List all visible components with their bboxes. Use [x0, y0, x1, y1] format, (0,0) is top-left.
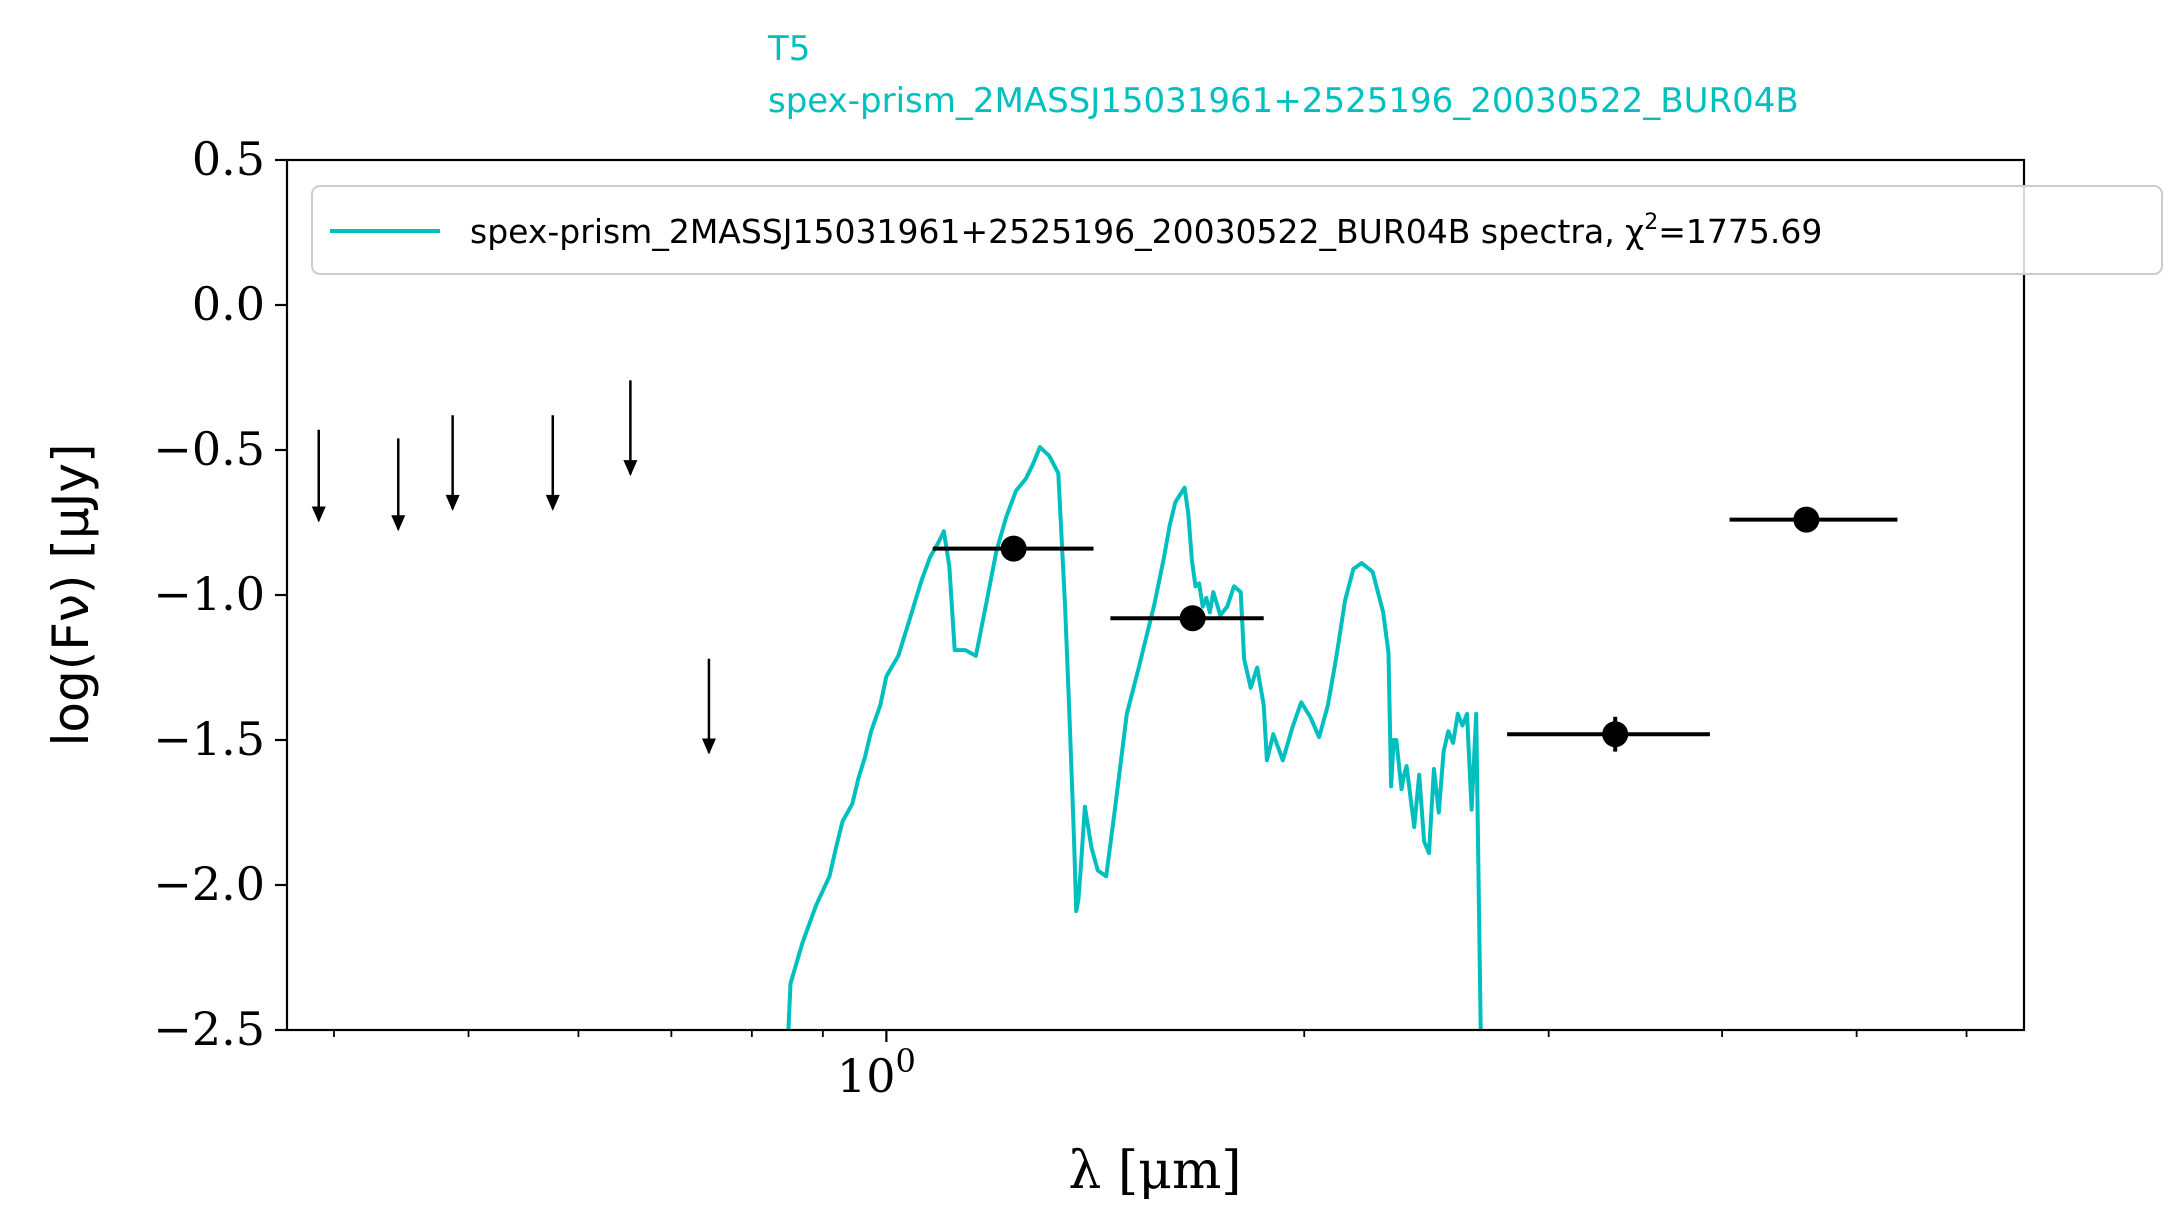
upper-limit-head — [311, 506, 326, 523]
title: T5 spex-prism_2MASSJ15031961+2525196_200… — [767, 29, 1799, 121]
legend: spex-prism_2MASSJ15031961+2525196_200305… — [311, 185, 2163, 275]
upper-limit-head — [623, 460, 638, 477]
spectrum-line-0 — [786, 445, 1483, 1030]
upper-limit-arrow-3 — [545, 415, 560, 511]
upper-limit-arrow-2 — [445, 415, 460, 511]
photometry-point-2 — [1507, 716, 1710, 752]
y-tick-label-4: −1.5 — [153, 712, 265, 766]
x-axis-label: λ [μm] — [1068, 1141, 1241, 1201]
photometry-marker — [1602, 721, 1629, 748]
photometry-marker — [1793, 506, 1820, 533]
photometry-marker — [1179, 605, 1206, 632]
y-tick-label-2: −0.5 — [153, 422, 265, 476]
upper-limit-arrow-0 — [311, 429, 326, 523]
upper-limit-arrow-4 — [623, 380, 638, 477]
upper-limit-arrow-1 — [391, 438, 406, 532]
photometry-point-0 — [932, 535, 1094, 562]
upper-limits-layer — [311, 380, 716, 755]
y-tick-label-6: −2.5 — [153, 1002, 265, 1056]
upper-limit-head — [545, 494, 560, 511]
upper-limit-head — [391, 515, 406, 532]
x-axis-ticks: 100 — [333, 1030, 1968, 1103]
y-axis-ticks: 0.5 0.0 −0.5 −1.0 −1.5 −2.0 −2.5 — [153, 132, 287, 1056]
upper-limit-head — [445, 494, 460, 511]
photometry-layer — [932, 506, 1898, 752]
upper-limit-arrow-5 — [701, 658, 716, 755]
x-tick-label-0: 100 — [837, 1042, 916, 1103]
y-tick-label-5: −2.0 — [153, 857, 265, 911]
legend-box — [311, 185, 2163, 275]
y-tick-label-1: 0.0 — [192, 277, 265, 331]
legend-label: spex-prism_2MASSJ15031961+2525196_200305… — [470, 210, 1822, 251]
title-line-spectral-type: T5 — [767, 29, 810, 69]
photometry-point-1 — [1110, 605, 1264, 632]
upper-limit-head — [701, 738, 716, 755]
photometry-marker — [1000, 535, 1027, 562]
spectrum-layer — [786, 445, 1483, 1030]
y-axis-label: log(Fν) [μJy] — [42, 444, 100, 747]
photometry-point-3 — [1729, 506, 1898, 533]
y-tick-label-0: 0.5 — [192, 132, 265, 186]
title-line-spectrum-name: spex-prism_2MASSJ15031961+2525196_200305… — [768, 81, 1799, 121]
y-tick-label-3: −1.0 — [153, 567, 265, 621]
